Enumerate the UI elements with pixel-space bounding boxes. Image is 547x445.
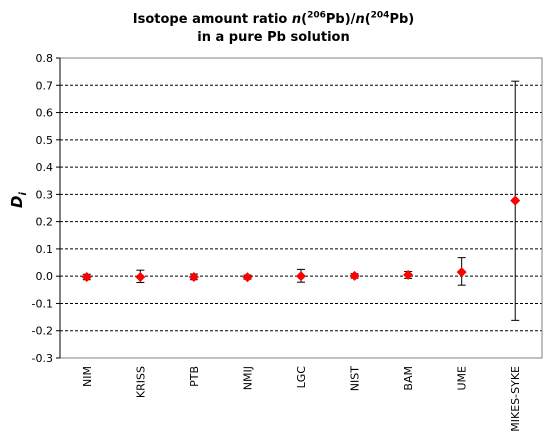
data-point xyxy=(81,272,92,282)
data-point xyxy=(349,270,360,281)
chart-title-line2: in a pure Pb solution xyxy=(197,30,350,45)
data-point xyxy=(510,195,521,206)
y-tick-label: 0.2 xyxy=(36,216,54,229)
x-tick-label: NMIJ xyxy=(241,366,254,390)
x-tick-label: BAM xyxy=(402,366,415,391)
y-tick-label: 0.0 xyxy=(36,270,54,283)
x-tick-label: NIST xyxy=(349,366,362,391)
y-ticks: -0.3 -0.2 -0.1 0.0 0.1 0.2 0.3 0.4 0.5 0.6 0.7 0.8 xyxy=(32,52,60,365)
grid-lines xyxy=(60,84,542,332)
data-point xyxy=(403,269,414,280)
x-tick-label: NIM xyxy=(81,366,94,387)
x-tick-label: KRISS xyxy=(134,366,147,398)
plot-frame xyxy=(59,57,543,359)
y-axis-label: Di xyxy=(8,191,29,207)
chart-title-line1: Isotope amount ratio n(206Pb)/n(204Pb) xyxy=(132,10,415,27)
data-point xyxy=(188,272,199,282)
x-tick-label: MIKES-SYKE xyxy=(509,366,522,432)
y-tick-label: 0.4 xyxy=(36,161,54,174)
y-tick-label: 0.5 xyxy=(36,134,54,147)
data-markers xyxy=(81,195,521,283)
data-point xyxy=(242,272,253,283)
y-tick-label: 0.7 xyxy=(36,79,54,92)
x-categories: NIM KRISS PTB NMIJ LGC NIST BAM UME MIKES-SYKE xyxy=(81,366,522,432)
y-tick-label: 0.6 xyxy=(36,107,54,120)
x-tick-label: UME xyxy=(456,366,469,391)
y-tick-label: 0.1 xyxy=(36,243,54,256)
y-tick-label: -0.3 xyxy=(32,352,53,365)
x-tick-label: LGC xyxy=(295,366,308,389)
y-tick-label: 0.8 xyxy=(36,52,54,65)
data-point xyxy=(135,272,146,282)
y-tick-label: 0.3 xyxy=(36,188,54,201)
y-tick-label: -0.2 xyxy=(32,325,53,338)
error-bars xyxy=(82,80,520,321)
data-point xyxy=(296,271,306,282)
y-tick-label: -0.1 xyxy=(32,297,53,310)
data-point xyxy=(456,267,467,278)
x-tick-label: PTB xyxy=(188,366,201,387)
